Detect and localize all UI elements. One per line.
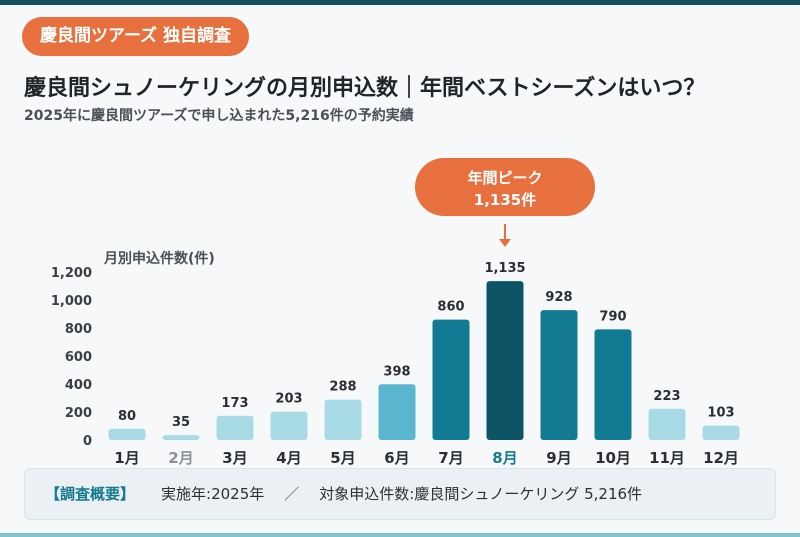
bar	[594, 329, 632, 440]
y-axis-label: 月別申込件数(件)	[103, 250, 215, 267]
bar	[216, 415, 254, 440]
y-tick-label: 800	[65, 322, 92, 337]
x-tick-label: 2月	[168, 449, 193, 467]
bar-value-label: 1,135	[484, 261, 525, 276]
top-accent-bar	[0, 0, 800, 5]
survey-summary: 【調査概要】 実施年:2025年 ／ 対象申込件数:慶良間シュノーケリング 5,216…	[24, 468, 776, 520]
x-tick-label: 7月	[438, 449, 463, 467]
peak-callout-title: 年間ピーク	[467, 169, 542, 187]
monthly-bar-chart: 月別申込件数(件) 0 200 400 600 800 1,000 1,200 80 1月 35 2月…	[51, 158, 740, 467]
peak-callout-value: 1,135件	[474, 191, 536, 209]
bar	[702, 425, 740, 440]
x-tick-label: 9月	[546, 449, 571, 467]
bar	[648, 408, 686, 440]
bar-value-label: 35	[172, 415, 190, 430]
bar-value-label: 80	[118, 409, 136, 424]
bar	[108, 428, 146, 440]
bar-value-label: 103	[707, 406, 734, 421]
x-tick-label: 1月	[114, 449, 139, 467]
x-tick-label: 5月	[330, 449, 355, 467]
summary-target: 対象申込件数:慶良間シュノーケリング 5,216件	[319, 485, 643, 503]
page-title: 慶良間シュノーケリングの月別申込数｜年間ベストシーズンはいつ？	[24, 76, 706, 101]
summary-label: 【調査概要】	[45, 485, 136, 503]
x-tick-label: 10月	[595, 449, 631, 467]
bar-value-label: 203	[275, 392, 302, 407]
bar-value-label: 860	[437, 300, 464, 315]
x-tick-label: 11月	[649, 449, 685, 467]
bar	[162, 435, 200, 440]
bar-value-label: 928	[545, 290, 572, 305]
y-tick-label: 400	[65, 378, 92, 393]
summary-separator: ／	[284, 485, 300, 503]
summary-year: 実施年:2025年	[161, 485, 265, 503]
peak-callout-bubble	[415, 158, 595, 216]
x-tick-label: 6月	[384, 449, 409, 467]
bar	[432, 319, 470, 440]
y-tick-label: 1,200	[51, 266, 92, 281]
y-tick-label: 1,000	[51, 294, 92, 309]
source-badge: 慶良間ツアーズ 独自調査	[22, 17, 250, 56]
bar-value-label: 398	[383, 364, 410, 379]
bar-value-label: 288	[329, 380, 356, 395]
x-tick-label: 3月	[222, 449, 247, 467]
x-tick-label: 12月	[703, 449, 739, 467]
y-tick-label: 600	[65, 350, 92, 365]
bar	[378, 384, 416, 440]
x-tick-label: 4月	[276, 449, 301, 467]
peak-arrow-head	[499, 239, 511, 247]
bar	[486, 281, 524, 440]
bar-value-label: 223	[653, 389, 680, 404]
y-tick-label: 200	[65, 406, 92, 421]
y-tick-label: 0	[83, 434, 92, 449]
x-tick-label: 8月	[492, 449, 517, 467]
bar	[540, 310, 578, 440]
bottom-accent-bar	[0, 533, 800, 537]
bar	[270, 411, 308, 440]
bar-value-label: 173	[221, 396, 248, 411]
bar	[324, 399, 362, 440]
page-subtitle: 2025年に慶良間ツアーズで申し込まれた5,216件の予約実績	[24, 108, 414, 124]
bar-value-label: 790	[599, 309, 626, 324]
